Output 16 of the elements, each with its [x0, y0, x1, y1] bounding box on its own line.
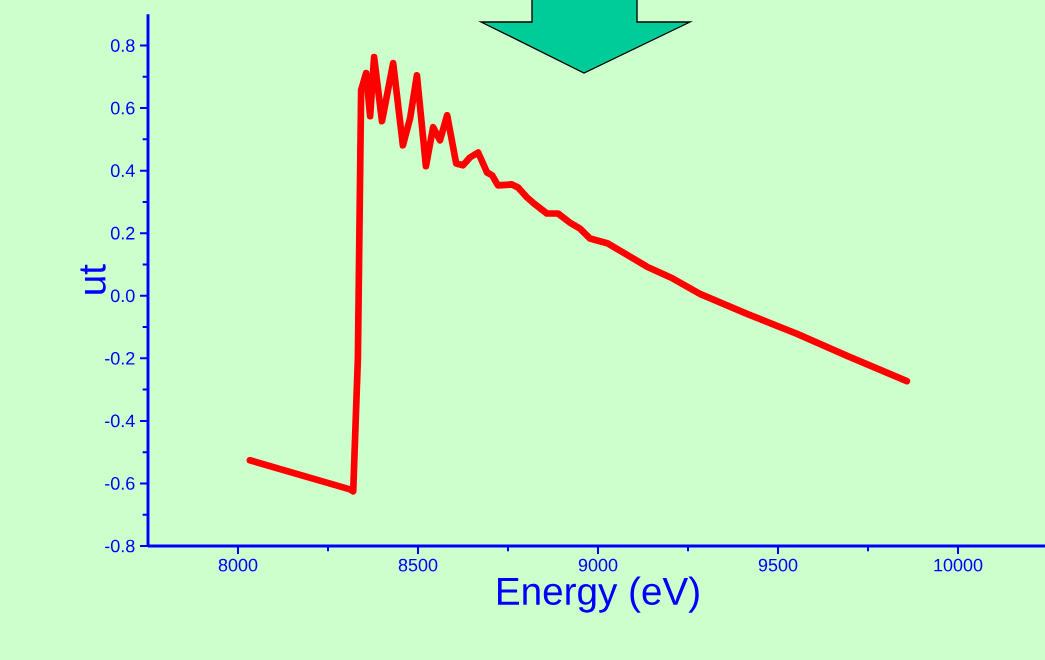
y-tick-label: -0.2 [105, 351, 135, 365]
x-tick-label: 8500 [398, 558, 438, 572]
y-axis-title: ut [80, 264, 106, 294]
x-axis-title: Energy (eV) [498, 576, 699, 613]
y-tick-label: 0.8 [110, 39, 135, 52]
y-tick-label: -0.6 [105, 477, 135, 490]
y-tick-label: 0.4 [110, 164, 135, 178]
x-tick-label: 10000 [934, 558, 983, 572]
y-tick-label: -0.4 [105, 414, 135, 428]
x-tick-label: 9500 [758, 558, 798, 572]
x-tick-label: 8000 [218, 558, 258, 572]
x-tick-label: 9000 [578, 558, 618, 572]
y-tick-label: 0.0 [110, 289, 135, 303]
y-tick-label: 0.2 [110, 226, 135, 240]
y-tick-label: 0.6 [110, 101, 135, 115]
y-tick-label: -0.8 [105, 539, 135, 553]
